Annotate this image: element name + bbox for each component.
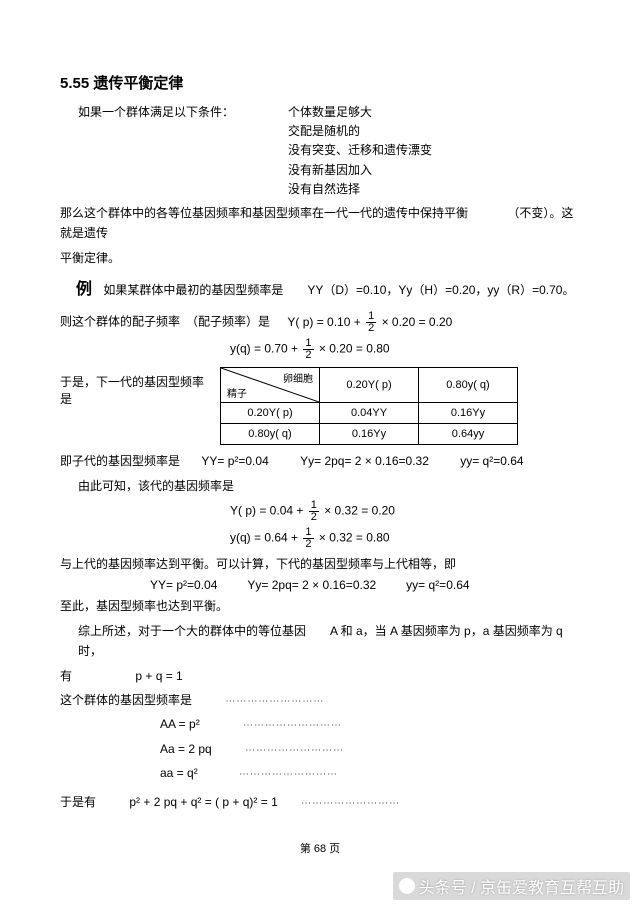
offspring-label: 即子代的基因型频率是 <box>60 454 180 468</box>
watermark-text: 头条号 / 京缶爱教育互帮互助 <box>419 874 624 898</box>
eq-Aa: Aa = 2 pq <box>160 742 212 756</box>
gamete-label: 则这个群体的配子频率 （配子频率）是 <box>60 315 270 329</box>
cell-21: 0.16Yy <box>320 424 419 445</box>
final-eq: p² + 2 pq + q² = ( p + q)² = 1 <box>129 795 277 809</box>
eq-pq: p + q = 1 <box>135 669 182 683</box>
col-header-1: 0.20Y( p) <box>320 368 419 403</box>
row-header-2: 0.80y( q) <box>221 424 320 445</box>
para1-c: 平衡定律。 <box>60 248 580 268</box>
section-title: 5.55 遗传平衡定律 <box>60 72 580 93</box>
eq-aa: aa = q² <box>160 766 198 780</box>
equilibrium-para: 与上代的基因频率达到平衡。可以计算，下代的基因型频率与上代相等，即 <box>60 554 580 574</box>
sp-YY: YY= p²=0.04 <box>150 578 217 592</box>
conditions-label: 如果一个群体满足以下条件： <box>78 103 288 199</box>
off-Yy: Yy= 2pq= 2 × 0.16=0.32 <box>300 454 429 468</box>
frac-half: 12 <box>303 527 313 550</box>
summary-1: 综上所述，对于一个大的群体中的等位基因 A 和 a，当 A 基因频率为 p，a … <box>60 621 580 662</box>
eq-y1-b: × 0.20 = 0.80 <box>319 342 390 356</box>
off-YY: YY= p²=0.04 <box>201 454 268 468</box>
cell-22: 0.64yy <box>419 424 518 445</box>
sp-Yy: Yy= 2pq= 2 × 0.16=0.32 <box>247 578 376 592</box>
eq-Y1-b: × 0.20 = 0.20 <box>382 315 453 329</box>
eq-y2-b: × 0.32 = 0.80 <box>319 531 390 545</box>
watermark-icon <box>399 878 415 894</box>
eq-y1-a: y(q) = 0.70 + <box>230 342 298 356</box>
eq-Y1-a: Y( p) = 0.10 + <box>287 315 360 329</box>
dots: ⋯⋯⋯⋯⋯⋯⋯⋯⋯ <box>225 696 324 707</box>
example-text: 如果某群体中最初的基因型频率是 YY（D）=0.10，Yy（H）=0.20，yy… <box>103 283 574 297</box>
eq-Y2-a: Y( p) = 0.04 + <box>230 504 303 518</box>
diag-bot: 精子 <box>227 385 247 400</box>
col-header-2: 0.80y( q) <box>419 368 518 403</box>
condition-1: 个体数量足够大 <box>288 103 580 122</box>
eq-y2-a: y(q) = 0.64 + <box>230 531 298 545</box>
thus-label: 由此可知，该代的基因频率是 <box>60 476 580 496</box>
eq-AA: AA = p² <box>160 717 200 731</box>
off-yy: yy= q²=0.64 <box>460 454 523 468</box>
genotype-label: 这个群体的基因型频率是 <box>60 693 192 707</box>
frac-half: 12 <box>303 338 313 361</box>
dots: ⋯⋯⋯⋯⋯⋯⋯⋯⋯ <box>243 720 342 731</box>
watermark: 头条号 / 京缶爱教育互帮互助 <box>393 872 630 900</box>
frac-half: 12 <box>366 311 376 334</box>
cell-11: 0.04YY <box>320 403 419 424</box>
condition-2: 交配是随机的 <box>288 122 580 141</box>
dots: ⋯⋯⋯⋯⋯⋯⋯⋯⋯ <box>245 745 344 756</box>
next-gen-label: 于是，下一代的基因型频率是 <box>60 367 210 407</box>
dots: ⋯⋯⋯⋯⋯⋯⋯⋯⋯ <box>239 769 338 780</box>
row-header-1: 0.20Y( p) <box>221 403 320 424</box>
frac-half: 12 <box>309 500 319 523</box>
para1-a: 那么这个群体中的各等位基因频率和基因型频率在一代一代的遗传中保持平衡 <box>60 206 468 220</box>
condition-5: 没有自然选择 <box>288 180 580 199</box>
final-label: 于是有 <box>60 795 96 809</box>
example-label: 例 <box>76 281 92 298</box>
condition-3: 没有突变、迁移和遗传漂变 <box>288 141 580 160</box>
condition-4: 没有新基因加入 <box>288 161 580 180</box>
page-number: 第 68 页 <box>0 840 640 856</box>
eq-conclusion: 至此，基因型频率也达到平衡。 <box>60 596 580 616</box>
cell-12: 0.16Yy <box>419 403 518 424</box>
diag-top: 卵细胞 <box>283 370 313 385</box>
dots: ⋯⋯⋯⋯⋯⋯⋯⋯⋯ <box>301 798 400 809</box>
eq-Y2-b: × 0.32 = 0.20 <box>324 504 395 518</box>
sp-yy: yy= q²=0.64 <box>406 578 469 592</box>
punnett-table: 卵细胞 精子 0.20Y( p) 0.80y( q) 0.20Y( p) 0.0… <box>220 367 518 445</box>
summary-2: 有 <box>60 669 72 683</box>
